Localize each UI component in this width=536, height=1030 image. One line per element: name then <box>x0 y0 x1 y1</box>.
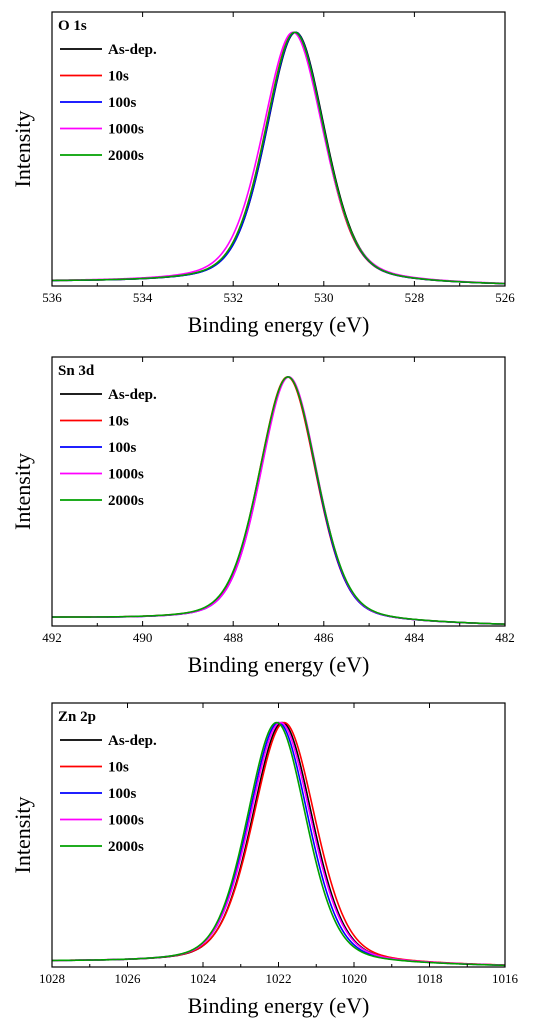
legend-label: 10s <box>108 69 129 85</box>
y-axis-title: Intensity <box>10 797 35 874</box>
legend-label: 1000s <box>108 467 144 483</box>
x-tick-label: 1018 <box>417 971 443 986</box>
series-line-2000s <box>52 376 505 625</box>
x-tick-label: 482 <box>495 630 515 645</box>
x-axis-title: Binding energy (eV) <box>188 652 370 677</box>
legend-label: 2000s <box>108 493 144 509</box>
panel-label: O 1s <box>58 18 87 34</box>
legend: As-dep. 10s 100s 1000s 2000s <box>60 387 157 509</box>
x-tick-label: 490 <box>133 630 153 645</box>
x-tick-label: 484 <box>405 630 425 645</box>
x-axis-title: Binding energy (eV) <box>188 312 370 337</box>
x-tick-label: 532 <box>223 290 243 305</box>
x-tick-label: 1020 <box>341 971 367 986</box>
legend-label: 100s <box>108 95 137 111</box>
x-tick-label: 534 <box>133 290 153 305</box>
series-group <box>52 31 505 285</box>
x-tick-label: 1026 <box>115 971 142 986</box>
legend-label: As-dep. <box>108 42 157 58</box>
x-tick-label: 1028 <box>39 971 65 986</box>
legend: As-dep. 10s 100s 1000s 2000s <box>60 733 157 855</box>
legend-label: 1000s <box>108 813 144 829</box>
series-line-2000s <box>52 31 505 285</box>
x-tick-label: 536 <box>42 290 62 305</box>
x-tick-label: 1024 <box>190 971 217 986</box>
panel-label: Sn 3d <box>58 363 95 379</box>
legend-label: 2000s <box>108 148 144 164</box>
legend-label: 2000s <box>108 839 144 855</box>
series-group <box>52 376 505 626</box>
x-tick-label: 528 <box>405 290 425 305</box>
x-tick-label: 1016 <box>492 971 519 986</box>
x-tick-label: 526 <box>495 290 515 305</box>
legend-label: As-dep. <box>108 733 157 749</box>
x-tick-label: 1022 <box>266 971 292 986</box>
chart-panel-3: 1028 1026 1024 1022 1020 1018 1016 Binding ener… <box>10 702 519 1018</box>
legend-label: 10s <box>108 414 129 430</box>
legend: As-dep. 10s 100s 1000s 2000s <box>60 42 157 164</box>
chart-panel-2: 492 490 488 486 484 482 Binding energy (eV) Int… <box>10 356 515 677</box>
legend-label: 10s <box>108 760 129 776</box>
x-axis-title: Binding energy (eV) <box>188 993 370 1018</box>
legend-label: 100s <box>108 786 137 802</box>
legend-label: 100s <box>108 440 137 456</box>
legend-label: 1000s <box>108 122 144 138</box>
x-tick-label: 492 <box>42 630 62 645</box>
legend-label: As-dep. <box>108 387 157 403</box>
y-axis-title: Intensity <box>10 111 35 188</box>
chart-panel-1: 536 534 532 530 528 526 Binding energy (eV) Int… <box>10 11 515 337</box>
x-tick-label: 530 <box>314 290 334 305</box>
y-axis-title: Intensity <box>10 453 35 530</box>
panel-label: Zn 2p <box>58 709 96 725</box>
x-tick-label: 488 <box>223 630 243 645</box>
x-tick-label: 486 <box>314 630 334 645</box>
